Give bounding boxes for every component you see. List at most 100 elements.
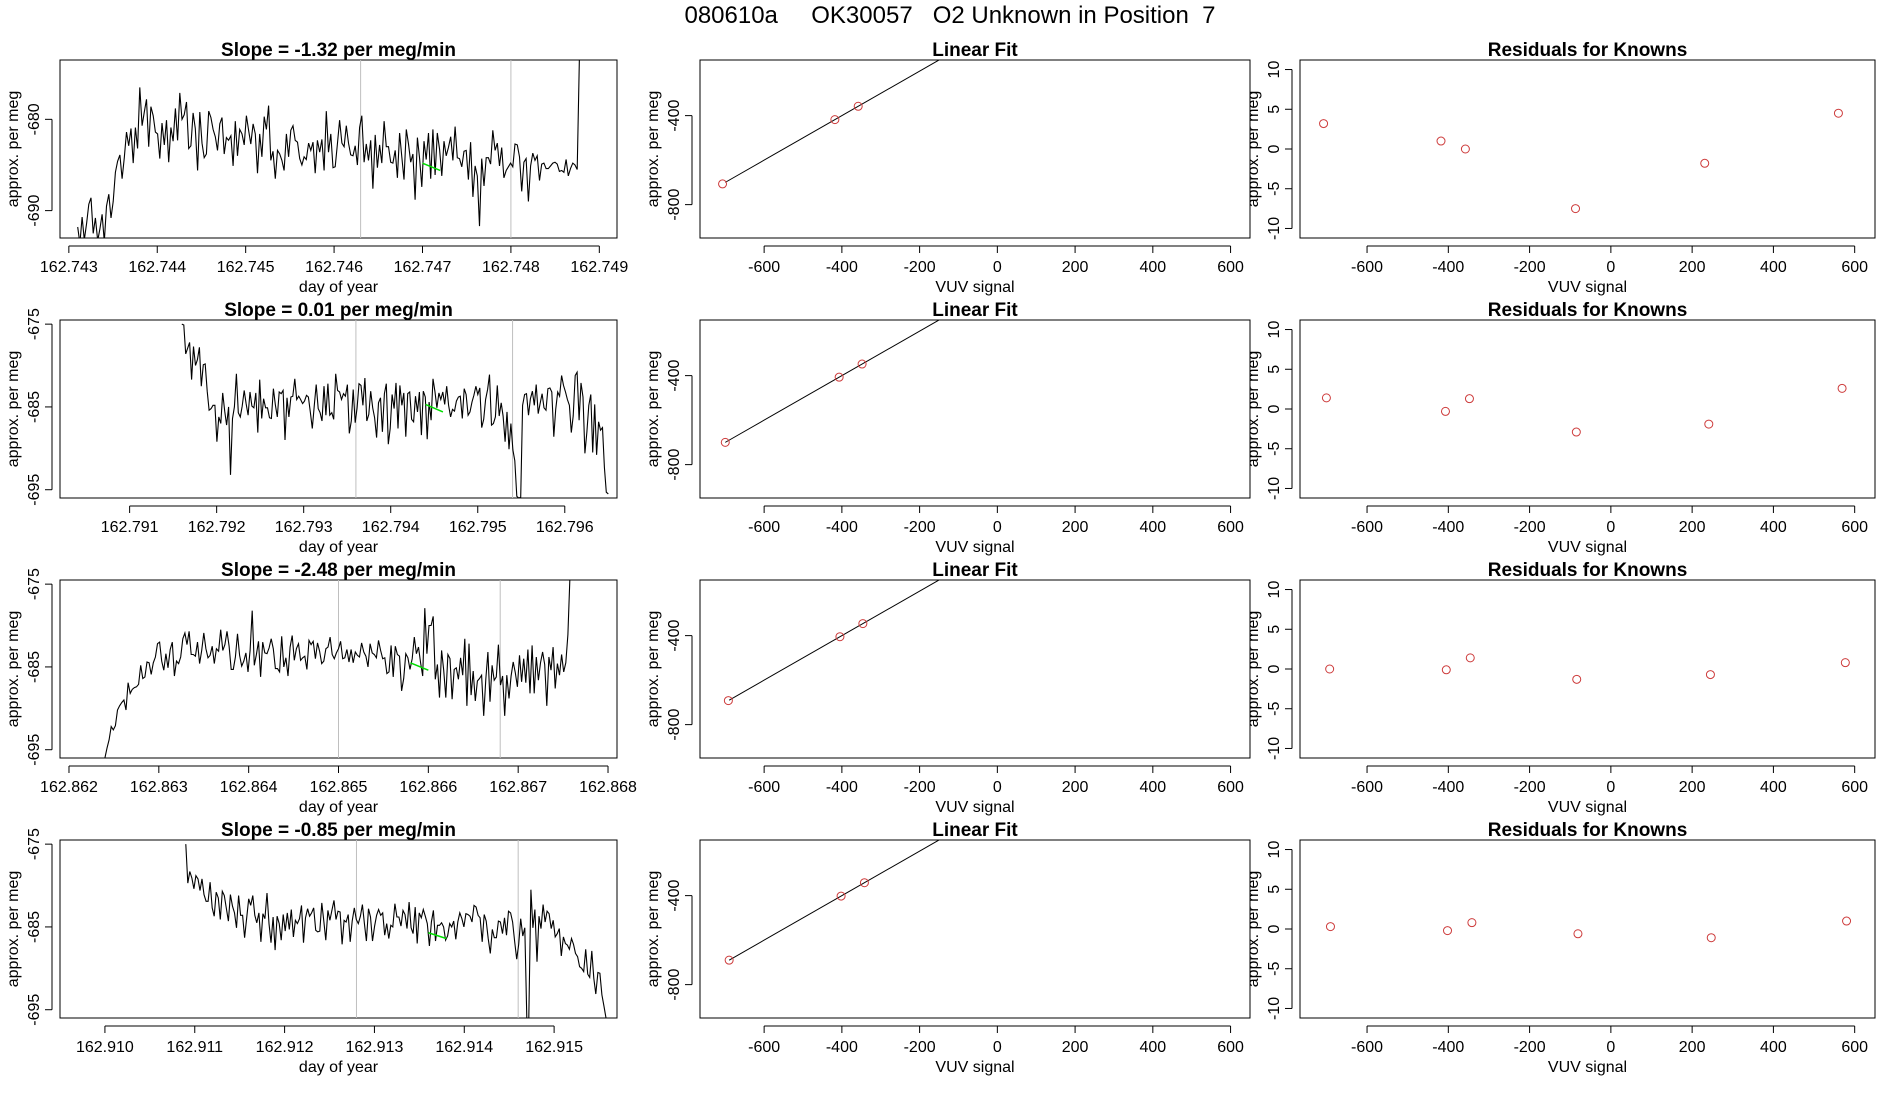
residuals-x-tick-label: 600 [1841, 779, 1868, 796]
known-point [1218, 414, 1226, 422]
linear-fit-frame [699, 839, 1251, 1019]
timeseries-y-label: approx. per meg [5, 91, 22, 208]
timeseries-panel-1: 162.743 162.744 162.745 162.746 162.747 162.7… [5, 40, 628, 296]
timeseries-frame [59, 59, 618, 239]
residuals-panel-1: -600 -400 -200 0 200 400 600 10 5 0 -5 -10 Residuals… [1245, 40, 1876, 296]
signal-trace [185, 844, 608, 1018]
known-point [857, 359, 867, 369]
linear-fit-x-tick-label: 200 [1062, 779, 1089, 796]
known-point [835, 632, 845, 642]
linear-fit-x-tick-label: -600 [748, 259, 780, 276]
residual-point [1700, 158, 1710, 168]
linear-fit-x-tick-label: -600 [748, 519, 780, 536]
known-point [723, 696, 733, 706]
residuals-y-tick-label: 5 [1266, 105, 1283, 114]
residuals-y-tick-label: 5 [1266, 885, 1283, 894]
linear-fit-x-tick-label: 200 [1062, 519, 1089, 536]
timeseries-x-tick-label: 162.913 [346, 1039, 404, 1056]
linear-fit-x-tick-label: 0 [993, 259, 1002, 276]
linear-fit-y-tick-label: -400 [666, 100, 683, 132]
timeseries-x-label: day of year [299, 279, 379, 296]
sample-description: O2 Unknown in Position 7 [932, 2, 1216, 29]
residuals-x-label: VUV signal [1548, 539, 1627, 556]
fit-line [725, 320, 941, 443]
linear-fit-x-label: VUV signal [935, 799, 1014, 816]
timeseries-x-tick-label: 162.863 [130, 779, 188, 796]
residuals-y-tick-label: -5 [1266, 702, 1283, 716]
residuals-x-tick-label: 0 [1606, 259, 1615, 276]
residuals-frame [1299, 59, 1876, 239]
residuals-title: Residuals for Knowns [1488, 820, 1688, 841]
residuals-x-tick-label: 0 [1606, 1039, 1615, 1056]
timeseries-x-label: day of year [299, 539, 379, 556]
unknown-segment [428, 932, 447, 940]
residuals-x-tick-label: 200 [1679, 519, 1706, 536]
known-point [720, 437, 730, 447]
residuals-y-tick-label: 10 [1266, 841, 1283, 859]
linear-fit-x-label: VUV signal [935, 279, 1014, 296]
timeseries-panel-2: 162.791 162.792 162.793 162.794 162.795 162.7… [5, 300, 618, 556]
linear-fit-y-label: approx. per meg [645, 611, 662, 728]
residuals-x-tick-label: -600 [1351, 1039, 1383, 1056]
residuals-frame [1299, 839, 1876, 1019]
residual-point [1321, 393, 1331, 403]
residual-point [1840, 658, 1850, 668]
linear-fit-x-tick-label: 600 [1217, 519, 1244, 536]
residuals-x-label: VUV signal [1548, 1059, 1627, 1076]
timeseries-y-tick-label: -695 [26, 994, 43, 1026]
timeseries-x-tick-label: 162.744 [128, 259, 186, 276]
fit-line [728, 840, 941, 961]
linear-fit-x-tick-label: 200 [1062, 259, 1089, 276]
signal-trace [181, 323, 609, 498]
residual-point [1467, 918, 1477, 928]
residuals-y-tick-label: 10 [1266, 61, 1283, 79]
residuals-x-tick-label: -400 [1432, 519, 1464, 536]
timeseries-panel-4: 162.910 162.911 162.912 162.913 162.914 162.9… [5, 820, 618, 1076]
linear-fit-x-tick-label: 600 [1217, 259, 1244, 276]
residuals-y-tick-label: 0 [1266, 664, 1283, 673]
timeseries-y-tick-label: -685 [26, 651, 43, 683]
linear-fit-x-tick-label: -600 [748, 1039, 780, 1056]
timeseries-title: Slope = -2.48 per meg/min [221, 560, 456, 581]
residuals-x-tick-label: 600 [1841, 259, 1868, 276]
residual-point [1441, 665, 1451, 675]
linear-fit-x-tick-label: 400 [1139, 779, 1166, 796]
linear-fit-x-tick-label: 400 [1139, 1039, 1166, 1056]
residual-point [1460, 144, 1470, 154]
known-point [830, 115, 840, 125]
residuals-x-tick-label: -600 [1351, 259, 1383, 276]
linear-fit-panel-3: -600 -400 -200 0 200 400 600 -400 -800 Linear Fit… [645, 414, 1251, 816]
known-point [724, 955, 734, 965]
timeseries-x-tick-label: 162.745 [217, 259, 275, 276]
linear-fit-y-tick-label: -800 [666, 709, 683, 741]
unknown-segment [425, 403, 444, 413]
residual-point [1842, 916, 1852, 926]
timeseries-panel-3: 162.862 162.863 162.864 162.865 162.866 162.8… [5, 560, 637, 816]
residuals-x-tick-label: -400 [1432, 1039, 1464, 1056]
residuals-title: Residuals for Knowns [1488, 560, 1688, 581]
residuals-x-tick-label: 400 [1760, 259, 1787, 276]
timeseries-y-tick-label: -685 [26, 911, 43, 943]
timeseries-x-tick-label: 162.794 [362, 519, 420, 536]
linear-fit-x-tick-label: -400 [826, 779, 858, 796]
residual-point [1833, 108, 1843, 118]
timeseries-x-tick-label: 162.868 [579, 779, 637, 796]
residuals-y-label: approx. per meg [1245, 611, 1262, 728]
residual-point [1436, 136, 1446, 146]
timeseries-x-label: day of year [299, 1059, 379, 1076]
sample-id: OK30057 [811, 2, 913, 29]
known-point [1215, 156, 1223, 164]
residuals-y-label: approx. per meg [1245, 351, 1262, 468]
run-id: 080610a [684, 2, 778, 29]
linear-fit-x-label: VUV signal [935, 1059, 1014, 1076]
timeseries-x-tick-label: 162.914 [435, 1039, 493, 1056]
timeseries-x-tick-label: 162.864 [220, 779, 278, 796]
timeseries-x-tick-label: 162.795 [449, 519, 507, 536]
residuals-y-tick-label: -5 [1266, 962, 1283, 976]
linear-fit-y-tick-label: -400 [666, 880, 683, 912]
linear-fit-title: Linear Fit [932, 40, 1018, 61]
timeseries-x-tick-label: 162.792 [188, 519, 246, 536]
linear-fit-frame [699, 319, 1251, 499]
residuals-y-tick-label: -10 [1266, 217, 1283, 240]
